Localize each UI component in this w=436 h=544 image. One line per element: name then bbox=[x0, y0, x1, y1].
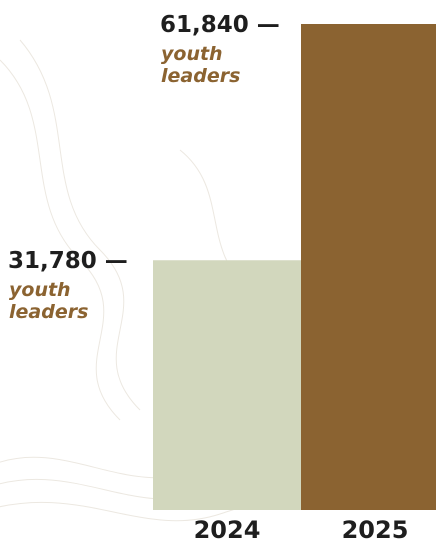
x-tick-label-2025: 2025 bbox=[341, 516, 409, 544]
x-tick-label-2024: 2024 bbox=[193, 516, 261, 544]
bar-2025 bbox=[301, 24, 436, 510]
value-label-2024: 31,780 — bbox=[8, 248, 128, 275]
bars-group bbox=[153, 24, 436, 510]
unit-label-2024: youth leaders bbox=[9, 279, 89, 324]
value-label-2025: 61,840 — bbox=[160, 12, 280, 38]
unit-label-2025: youth leaders bbox=[161, 43, 241, 87]
bar-2024 bbox=[153, 260, 301, 510]
